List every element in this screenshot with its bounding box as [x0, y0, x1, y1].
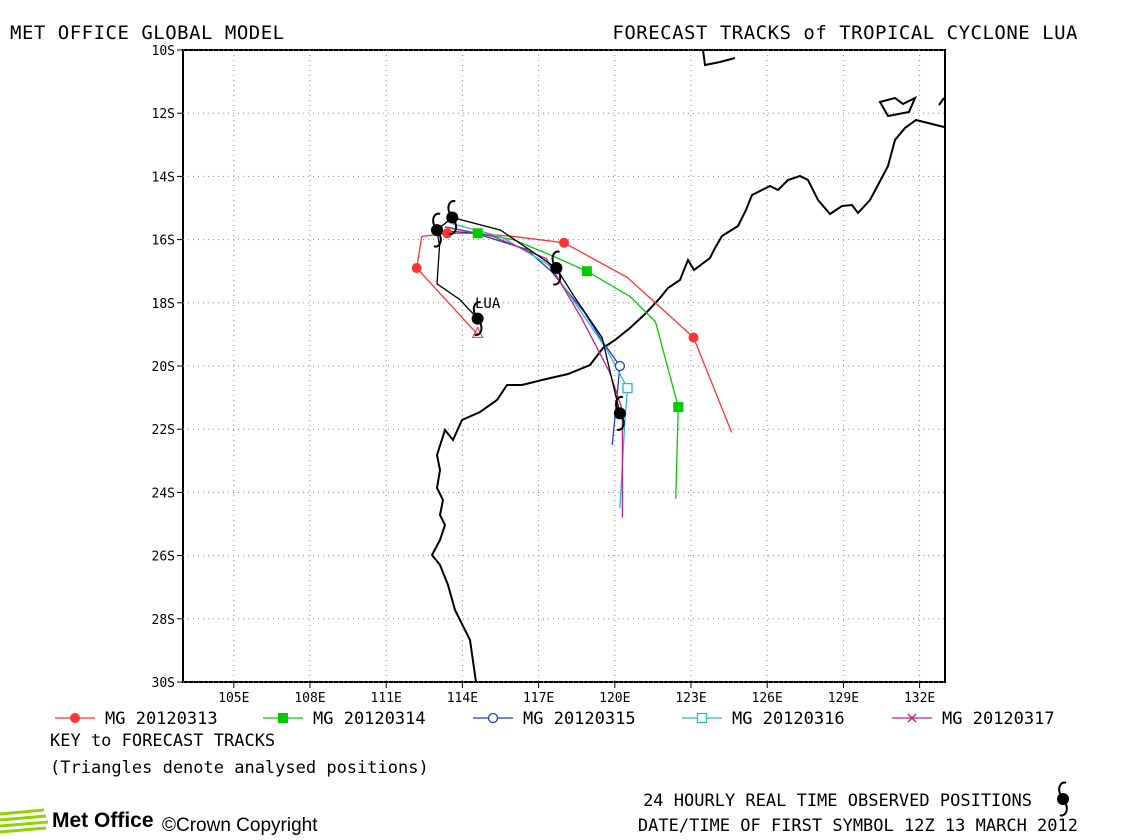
- first-symbol-date: DATE/TIME OF FIRST SYMBOL 12Z 13 MARCH 2…: [637, 816, 1078, 836]
- cyclone-symbol-core: [550, 262, 563, 275]
- cyclone-symbol-icon: [550, 250, 563, 286]
- tick-label-lat: 20S: [152, 360, 175, 375]
- cyclone-symbol-arm: [474, 323, 483, 337]
- track-marker: [442, 228, 453, 239]
- key-title: KEY to FORECAST TRACKS: [50, 731, 276, 751]
- tick-label-lat: 16S: [152, 234, 175, 249]
- storm-label: LUA: [475, 296, 501, 312]
- track-marker: [487, 712, 499, 724]
- observed-positions: [431, 200, 626, 431]
- track-marker: [614, 360, 626, 372]
- cyclone-symbol-icon: [471, 301, 484, 337]
- tick-label-lat: 14S: [152, 170, 175, 185]
- tick-label-lon: 126E: [752, 691, 783, 706]
- cyclone-symbol-arm: [433, 234, 442, 248]
- legend-label: MG 20120313: [105, 709, 218, 729]
- tick-label-lon: 132E: [904, 691, 935, 706]
- tick-label-lat: 12S: [152, 107, 175, 122]
- tick-label-lon: 108E: [294, 691, 325, 706]
- tick-label-lat: 10S: [152, 44, 175, 59]
- tick-label-lat: 22S: [152, 423, 175, 438]
- cyclone-symbol-arm: [432, 212, 441, 226]
- cyclone-symbol-arm: [448, 222, 457, 235]
- legend-label: MG 20120316: [732, 709, 845, 729]
- track-marker: [472, 228, 483, 239]
- track-marker: [622, 382, 633, 394]
- met-office-logo: Met Office: [0, 806, 154, 836]
- tick-label-lat: 24S: [152, 486, 175, 501]
- track-marker: [673, 402, 684, 413]
- track-marker: [559, 237, 569, 248]
- tick-label-lat: 28S: [152, 613, 175, 628]
- cyclone-symbol-icon: [1057, 781, 1069, 817]
- tick-label-lat: 30S: [152, 676, 175, 691]
- cyclone-symbol-arm: [552, 272, 562, 286]
- tick-label-lon: 117E: [523, 691, 554, 706]
- cyclone-symbol-icon: [431, 212, 443, 248]
- track-marker: [70, 713, 80, 723]
- cyclone-symbol-icon: [446, 200, 459, 235]
- legend: MG 20120313 MG 20120314 MG 20120315 MG 2012…: [55, 709, 1055, 729]
- track-marker: [278, 713, 288, 723]
- cyclone-symbol-arm: [551, 250, 560, 264]
- tick-label-lon: 114E: [447, 691, 478, 706]
- tick-label-lon: 129E: [828, 691, 859, 706]
- tick-label-lat: 26S: [152, 550, 175, 565]
- cyclone-symbol-core: [471, 312, 484, 325]
- track-marker: [411, 263, 422, 274]
- cyclone-symbol-core: [613, 407, 626, 420]
- cyclone-symbol-arm: [616, 418, 625, 431]
- title-left: MET OFFICE GLOBAL MODEL: [10, 22, 285, 44]
- cyclone-symbol-arm: [447, 200, 456, 213]
- legend-label: MG 20120317: [942, 709, 1055, 729]
- copyright: ©Crown Copyright: [162, 815, 318, 836]
- tick-label-lon: 120E: [599, 691, 630, 706]
- legend-label: MG 20120314: [313, 709, 426, 729]
- logo-text: Met Office: [52, 809, 154, 832]
- track-marker: [907, 713, 917, 723]
- track-marker: [688, 332, 699, 343]
- tick-label-lat: 18S: [152, 297, 175, 312]
- cyclone-symbol-core: [446, 211, 459, 224]
- track-marker: [696, 712, 708, 724]
- cyclone-symbol-core: [431, 224, 443, 237]
- observed-positions-label: 24 HOURLY REAL TIME OBSERVED POSITIONS: [643, 791, 1032, 811]
- tick-label-lon: 123E: [675, 691, 706, 706]
- legend-label: MG 20120315: [523, 709, 636, 729]
- axis-ticks: 105E 108E 111E 114E 117E 120E 123E 126E 129E 132E…: [152, 44, 936, 706]
- tick-label-lon: 105E: [218, 691, 249, 706]
- key-note: (Triangles denote analysed positions): [50, 758, 429, 778]
- met-office-logo-icon: [0, 808, 48, 834]
- title-right: FORECAST TRACKS of TROPICAL CYCLONE LUA: [612, 22, 1078, 44]
- cyclone-symbol-arm: [615, 395, 624, 409]
- track-marker: [581, 266, 592, 277]
- coastline: [430, 49, 945, 683]
- tick-label-lon: 111E: [371, 691, 402, 706]
- cyclone-symbol-icon: [613, 395, 626, 431]
- cyclone-symbol-arm: [472, 301, 482, 314]
